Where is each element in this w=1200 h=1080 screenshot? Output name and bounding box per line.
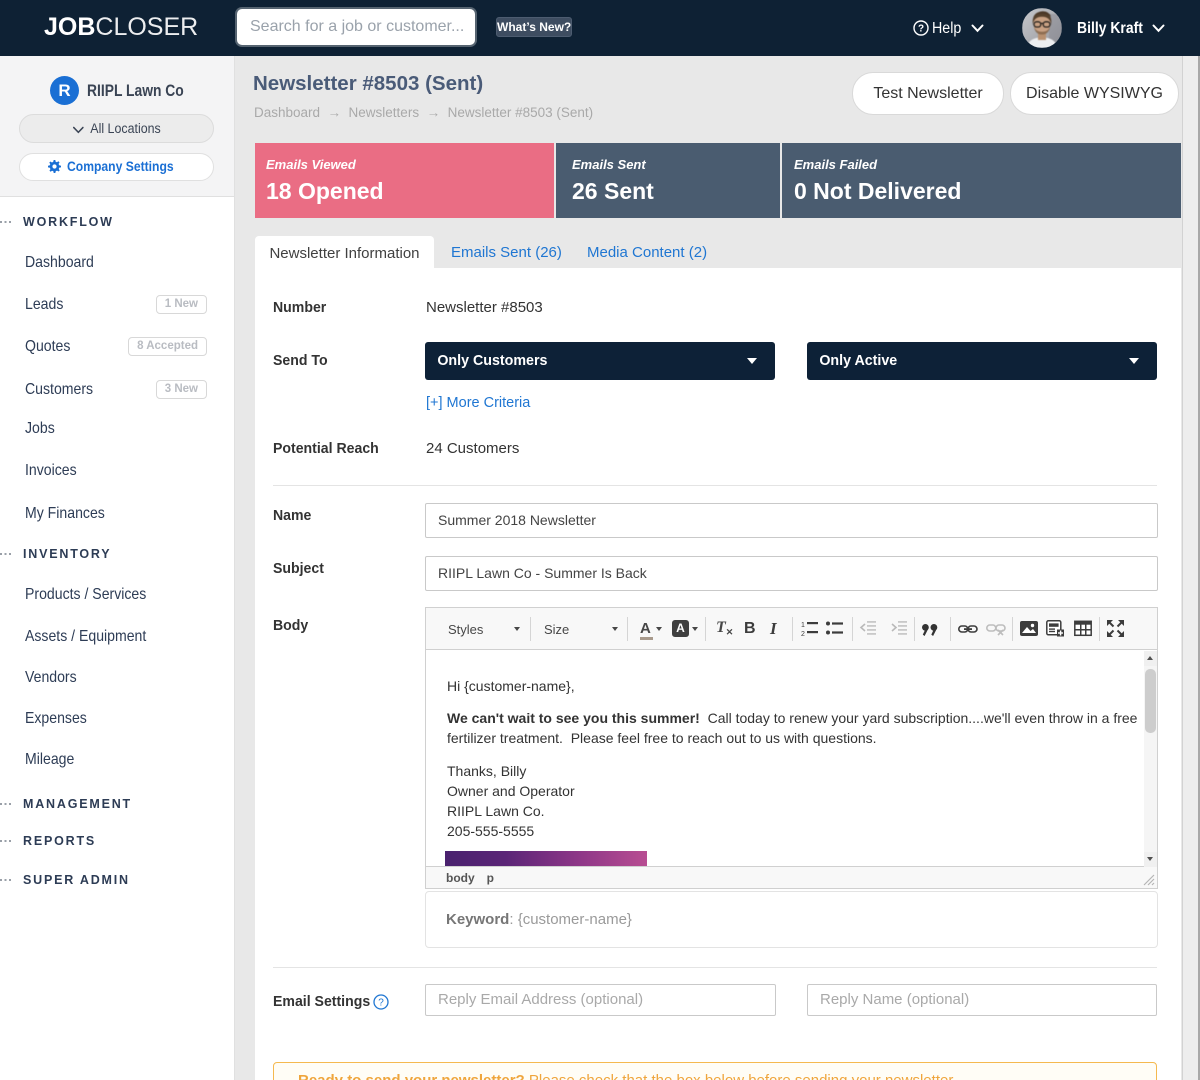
svg-text:?: ? xyxy=(918,24,924,35)
svg-text:?: ? xyxy=(378,998,384,1009)
svg-text:1: 1 xyxy=(801,622,805,629)
svg-text:2: 2 xyxy=(801,631,805,637)
